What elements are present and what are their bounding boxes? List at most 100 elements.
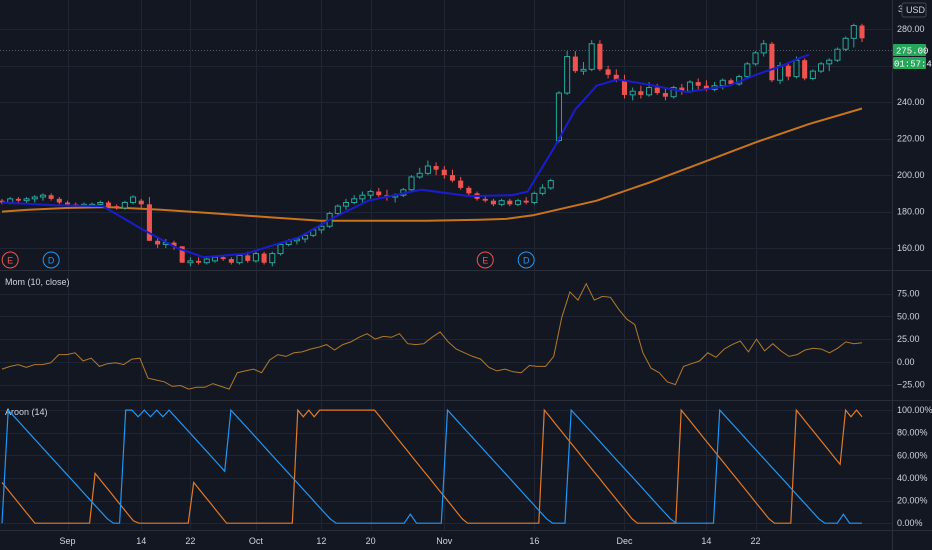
aroon-tick-labels: 100.00% 80.00% 60.00% 40.00% 20.00% 0.00% (897, 405, 932, 528)
candle-body-up (39, 194, 46, 198)
candle (744, 62, 751, 79)
candle-body-up (580, 68, 587, 72)
candle (15, 197, 21, 203)
ma-fast-line (1, 53, 810, 259)
candle (334, 204, 341, 216)
event-marker: D (517, 251, 535, 269)
candle (367, 189, 374, 199)
time-tick-label: 12 (316, 536, 326, 546)
candle (39, 193, 46, 201)
candle (228, 257, 234, 265)
candle (56, 197, 62, 205)
candle-body-up (203, 258, 210, 264)
tick-label: 25.00 (897, 334, 920, 344)
candle-body-down (785, 65, 791, 77)
candle-body-up (23, 198, 30, 202)
candle-body-up (359, 194, 366, 200)
last-price-tag (893, 44, 926, 56)
candle-body-up (211, 256, 218, 262)
event-marker-circle (517, 251, 535, 269)
candle-body-down (114, 206, 120, 208)
candle (638, 85, 644, 99)
aroon-pane[interactable]: Aroon (14) (1, 407, 863, 524)
tick-label: 20.00% (897, 496, 928, 506)
candle (802, 58, 808, 81)
candle-body-down (859, 25, 865, 39)
event-marker: E (476, 251, 494, 269)
event-marker: E (1, 251, 19, 269)
candle-body-down (155, 240, 161, 245)
candle-body-up (547, 180, 554, 189)
candle (679, 83, 685, 95)
candle-body-down (433, 166, 439, 170)
time-axis[interactable]: Sep 14 22 Oct 12 20 Nov 16 Dec 14 22 (59, 536, 760, 546)
time-tick-label: 14 (701, 536, 711, 546)
candle (572, 51, 578, 73)
candle (269, 251, 276, 267)
tick-label: 280.00 (897, 24, 925, 34)
aroon-title: Aroon (14) (5, 407, 48, 417)
candle-body-down (179, 246, 185, 263)
candle (695, 78, 701, 90)
candle-body-up (302, 234, 309, 240)
candle-body-up (252, 253, 259, 262)
candle-body-down (605, 69, 611, 75)
candle-body-down (703, 85, 709, 90)
candle (769, 41, 775, 83)
candle-body-down (441, 169, 447, 176)
candle-body-up (752, 52, 759, 65)
candle (588, 40, 595, 72)
candle-body-up (539, 187, 546, 194)
candle (662, 87, 668, 101)
candle (203, 257, 210, 265)
momentum-tick-labels: 75.00 50.00 25.00 0.00 −25.00 (897, 289, 925, 390)
tick-label: 0.00% (897, 518, 923, 528)
event-marker-letter: D (48, 256, 55, 266)
candle-body-up (97, 202, 104, 205)
candle-body-up (793, 59, 800, 78)
candle (441, 166, 447, 179)
event-marker-letter: E (482, 256, 488, 266)
candle-body-up (588, 43, 595, 70)
tick-label: 50.00 (897, 311, 920, 321)
momentum-pane[interactable]: Mom (10, close) (1, 277, 863, 390)
candle (826, 58, 833, 72)
candle (416, 167, 423, 179)
time-tick-label: 22 (185, 536, 195, 546)
candle-body-up (842, 37, 849, 50)
tick-label: 180.00 (897, 207, 925, 217)
time-tick-label: 20 (366, 536, 376, 546)
time-tick-label: 22 (750, 536, 760, 546)
tick-label: −25.00 (897, 380, 925, 390)
candle-body-down (64, 202, 71, 205)
tick-label: 60.00% (897, 450, 928, 460)
tick-label: 75.00 (897, 289, 920, 299)
candle-body-up (826, 59, 833, 65)
candle (121, 200, 128, 210)
candle-body-up (31, 196, 38, 200)
candle (859, 23, 865, 42)
candle (531, 191, 538, 205)
tick-label: 40.00% (897, 473, 928, 483)
candle (196, 257, 202, 265)
candle-body-down (613, 74, 619, 81)
candle-body-down (638, 91, 644, 95)
candle-body-up (269, 253, 276, 264)
candle (342, 198, 350, 210)
candle (424, 160, 431, 176)
time-tick-label: Nov (436, 536, 453, 546)
candle-body-up (686, 81, 694, 92)
currency-badge[interactable] (901, 2, 927, 18)
candle (48, 193, 54, 201)
candle-body-down (507, 200, 513, 205)
event-marker-letter: D (523, 256, 530, 266)
candle-body-up (670, 87, 677, 98)
price-axis[interactable]: 3 USD 280.00260.00240.00220.00200.00180.… (893, 2, 932, 528)
tick-label: 80.00% (897, 428, 928, 438)
candle (252, 251, 259, 263)
candle (155, 237, 161, 249)
candle-body-down (105, 202, 112, 207)
